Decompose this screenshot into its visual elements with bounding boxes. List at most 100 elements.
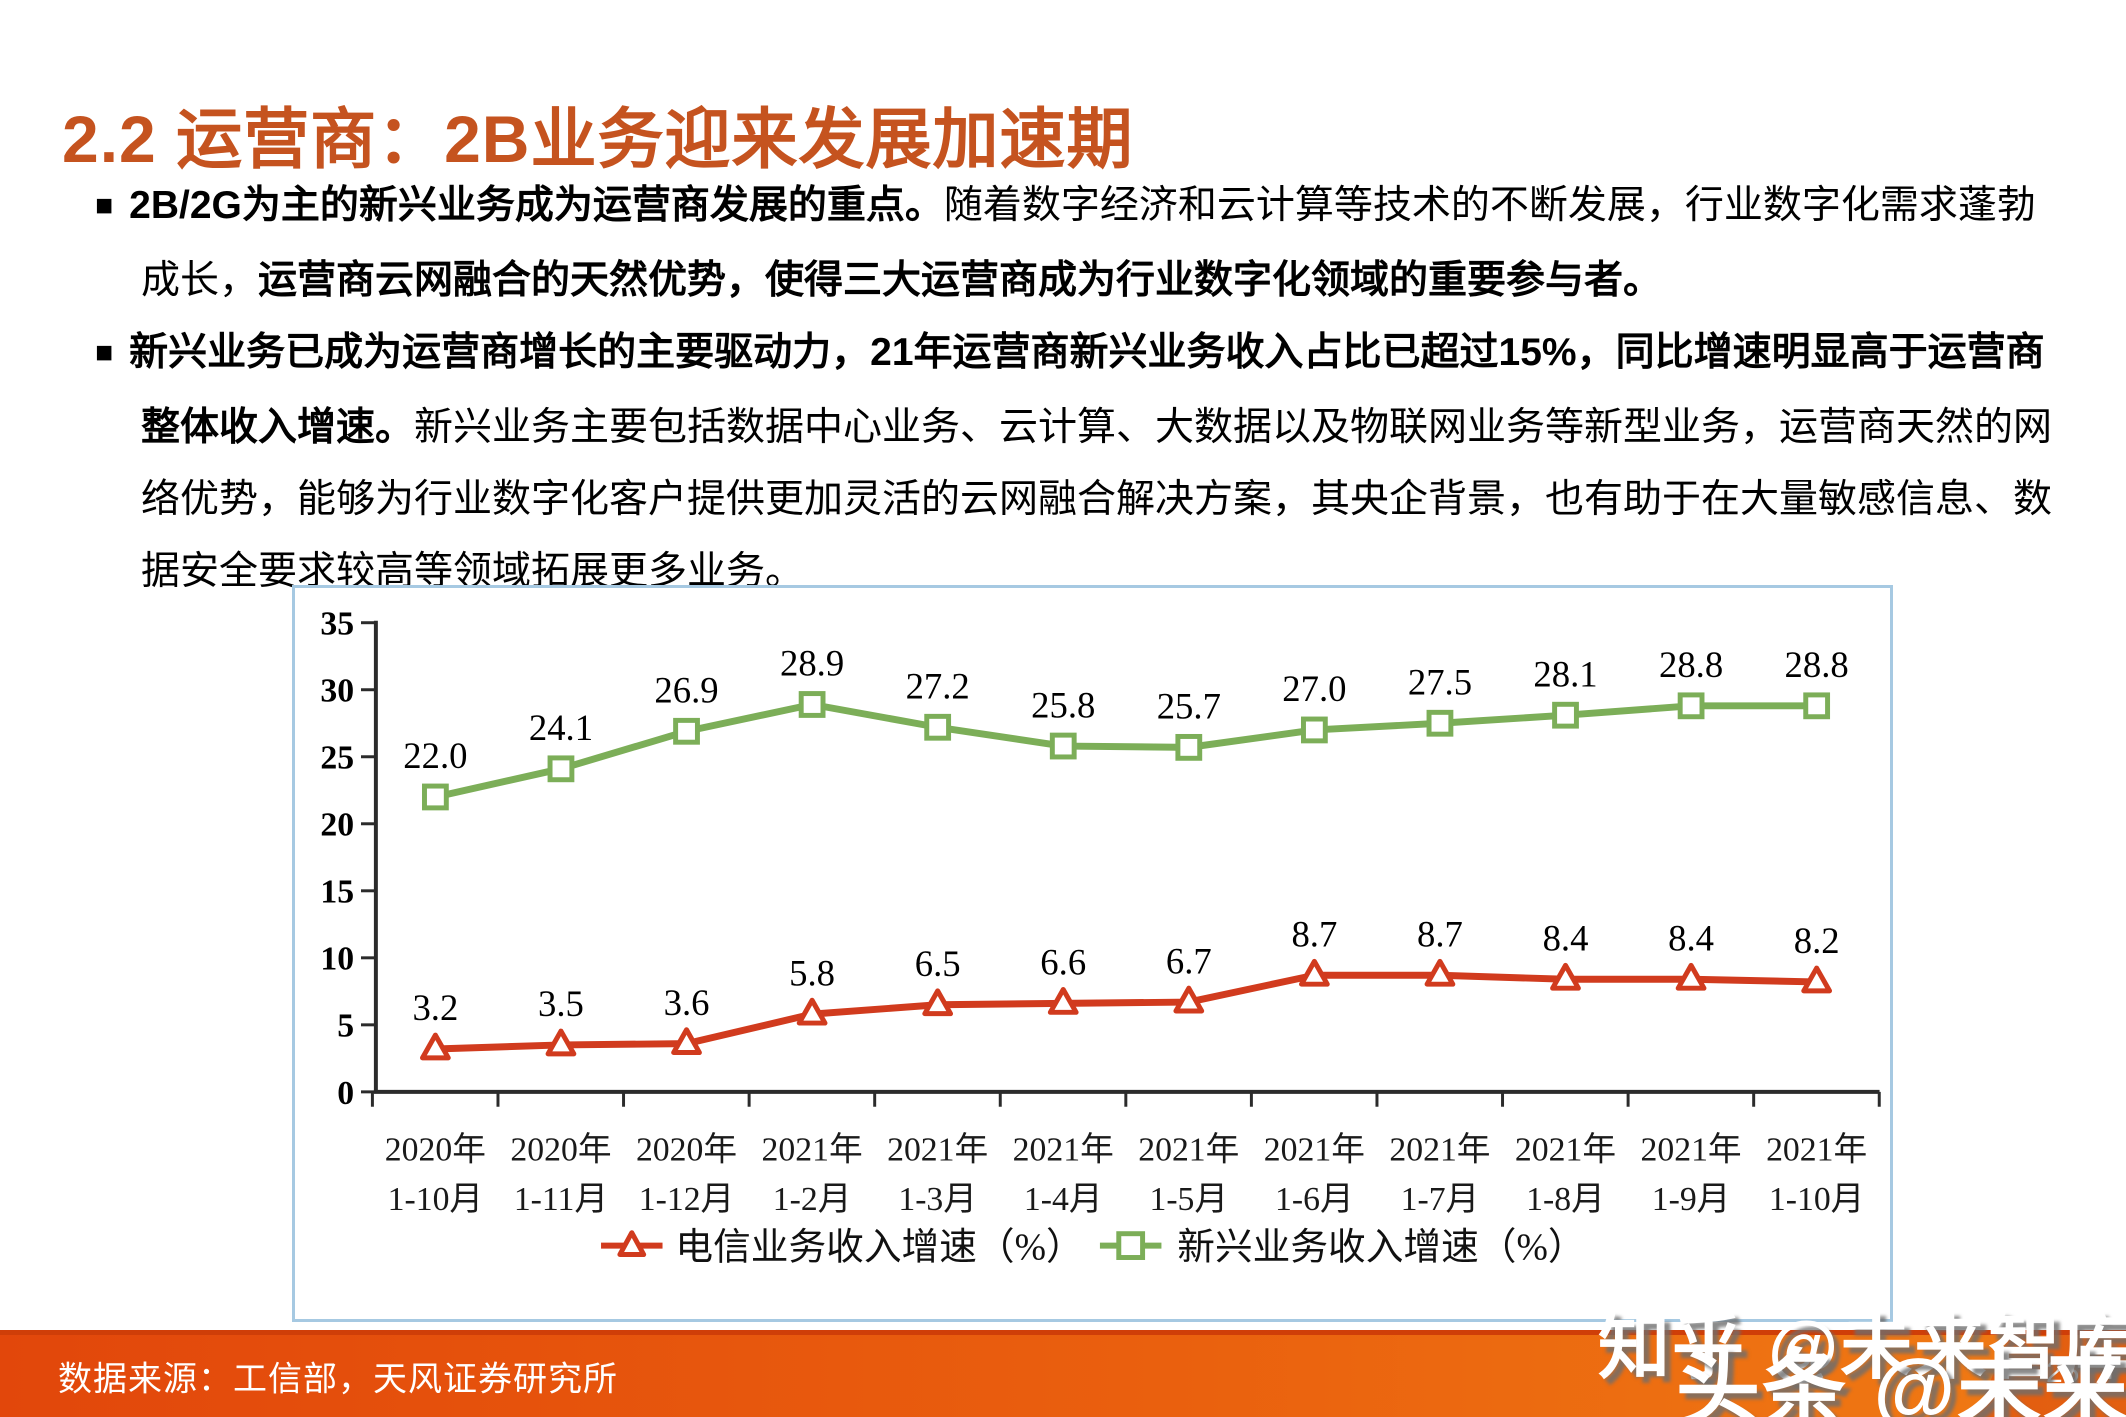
data-label: 25.8 (1031, 684, 1095, 725)
x-tick-label: 1-5月 (1149, 1181, 1228, 1218)
data-source-text: 数据来源：工信部，天风证券研究所 (58, 1360, 618, 1399)
x-tick-label: 1-7月 (1401, 1181, 1480, 1218)
y-tick-label: 15 (320, 874, 354, 911)
data-label: 8.2 (1794, 920, 1840, 961)
data-label: 28.8 (1659, 644, 1723, 685)
bullet-square-icon: ■ (95, 189, 114, 222)
square-marker-icon (547, 755, 575, 783)
y-tick-label: 25 (320, 740, 354, 777)
data-label: 27.0 (1282, 668, 1346, 709)
bullet-text-segment: 运营商云网融合的天然优势，使得三大运营商成为行业数字化领域的重要参与者。 (258, 259, 1663, 302)
x-tick-label: 1-4月 (1024, 1181, 1103, 1218)
y-tick-label: 0 (337, 1075, 354, 1112)
triangle-marker-icon (1550, 962, 1581, 991)
data-label: 24.1 (529, 707, 593, 748)
y-tick-label: 20 (320, 807, 354, 844)
x-tick-label: 1-8月 (1526, 1181, 1605, 1218)
legend-label: 电信业务收入增速（%） (675, 1226, 1083, 1268)
series-line (431, 971, 1821, 1053)
x-tick-label: 1-2月 (773, 1181, 852, 1218)
footer-bar: 数据来源：工信部，天风证券研究所 天风证券 TF SECURITIES (0, 1330, 2126, 1417)
y-tick-label: 35 (320, 606, 354, 643)
x-tick-label: 2021年 (1766, 1130, 1867, 1168)
page-title: 2.2 运营商：2B业务迎来发展加速期 (62, 102, 1134, 177)
bullet-text-segment: 新兴业务已成为运营商增长的主要驱动力，21年运营商新兴业务收入占比已超过15%，… (129, 331, 2045, 449)
data-label: 3.5 (538, 983, 584, 1024)
x-tick-label: 2020年 (636, 1130, 737, 1168)
bullet-item-2: ■ 新兴业务已成为运营商增长的主要驱动力，21年运营商新兴业务收入占比已超过15%… (95, 317, 2057, 608)
line-chart: 35 30 25 20 15 10 5 0 2020年 1-10月 2020年 1-11月 2020年 1… (292, 585, 1893, 1322)
x-tick-label: 1-12月 (639, 1181, 735, 1218)
triangle-marker-icon (922, 988, 954, 1017)
x-tick-label: 2021年 (1138, 1130, 1239, 1168)
x-tick-label: 2021年 (1515, 1130, 1616, 1168)
triangle-marker-icon (1299, 958, 1330, 987)
data-label: 5.8 (789, 952, 835, 993)
legend-square-icon (1116, 1231, 1146, 1260)
triangle-marker-icon (420, 1032, 451, 1061)
square-marker-icon (1803, 692, 1831, 720)
bullet-list: ■ 2B/2G为主的新兴业务成为运营商发展的重点。随着数字经济和云计算等技术的不断… (95, 170, 2057, 608)
x-tick-label: 2021年 (887, 1130, 988, 1168)
triangle-marker-icon (545, 1028, 577, 1057)
data-label: 8.7 (1417, 913, 1463, 954)
square-marker-icon (422, 783, 449, 811)
data-label: 25.7 (1157, 686, 1221, 727)
x-tick-label: 2021年 (762, 1130, 863, 1168)
bullet-text-segment: 随着数字经济和云计算等技术的不断发展，行业数字化需求蓬勃成长， (141, 184, 2036, 302)
legend-triangle-icon (617, 1230, 647, 1258)
x-tick-label: 2021年 (1389, 1130, 1490, 1168)
data-label: 28.1 (1533, 653, 1597, 694)
data-label: 3.6 (664, 982, 710, 1023)
data-label: 28.9 (780, 643, 844, 684)
data-label: 27.2 (906, 666, 970, 707)
triangle-marker-icon (1801, 965, 1833, 994)
series-line (431, 701, 1821, 801)
watermark-toutiao: 头条 @未来智库 (1676, 1342, 2126, 1417)
data-label: 6.5 (915, 943, 961, 984)
square-marker-icon (1677, 692, 1705, 720)
square-marker-icon (1552, 701, 1579, 729)
watermark-zhihu: 知乎 @未来智库 (1598, 1308, 2126, 1388)
square-marker-icon (924, 713, 952, 741)
data-label: 8.4 (1543, 918, 1589, 959)
square-marker-icon (1300, 716, 1328, 744)
square-marker-icon (1426, 709, 1454, 737)
triangle-marker-icon (1173, 985, 1205, 1014)
data-label: 22.0 (403, 735, 467, 776)
triangle-marker-icon (1675, 962, 1707, 991)
x-tick-label: 2020年 (510, 1130, 611, 1168)
data-label: 6.7 (1166, 940, 1212, 981)
data-label: 26.9 (654, 670, 718, 711)
data-label: 3.2 (412, 987, 458, 1028)
square-marker-icon (798, 691, 826, 718)
bullet-text-segment: 新兴业务主要包括数据中心业务、云计算、大数据以及物联网业务等新型业务，运营商天然… (141, 406, 2053, 593)
x-tick-label: 1-6月 (1275, 1181, 1354, 1218)
x-tick-label: 1-10月 (1769, 1181, 1865, 1218)
data-label: 8.4 (1668, 918, 1714, 959)
x-tick-label: 2021年 (1264, 1130, 1365, 1168)
y-tick-label: 5 (337, 1008, 354, 1045)
data-label: 27.5 (1408, 661, 1472, 702)
bullet-square-icon: ■ (95, 336, 114, 369)
legend-label: 新兴业务收入增速（%） (1177, 1226, 1585, 1268)
data-label: 8.7 (1291, 913, 1337, 954)
data-label: 28.8 (1785, 644, 1849, 685)
x-tick-label: 1-3月 (898, 1181, 977, 1218)
data-label: 6.6 (1040, 942, 1086, 983)
page-number: 25 (2046, 1356, 2080, 1389)
square-marker-icon (673, 717, 700, 745)
x-tick-label: 2021年 (1641, 1130, 1742, 1168)
x-tick-label: 1-9月 (1652, 1181, 1731, 1218)
bullet-item-1: ■ 2B/2G为主的新兴业务成为运营商发展的重点。随着数字经济和云计算等技术的不断… (95, 170, 2057, 317)
bullet-text-segment: 2B/2G为主的新兴业务成为运营商发展的重点。 (129, 184, 944, 227)
line-chart-canvas: 35 30 25 20 15 10 5 0 2020年 1-10月 2020年 1-11月 2020年 1… (320, 606, 1881, 1268)
triangle-marker-icon (1424, 958, 1456, 987)
square-marker-icon (1049, 732, 1077, 760)
triangle-marker-icon (796, 997, 828, 1026)
x-tick-label: 2021年 (1013, 1130, 1114, 1168)
x-tick-label: 2020年 (385, 1130, 486, 1168)
x-tick-label: 1-10月 (388, 1181, 484, 1218)
square-marker-icon (1175, 733, 1203, 761)
